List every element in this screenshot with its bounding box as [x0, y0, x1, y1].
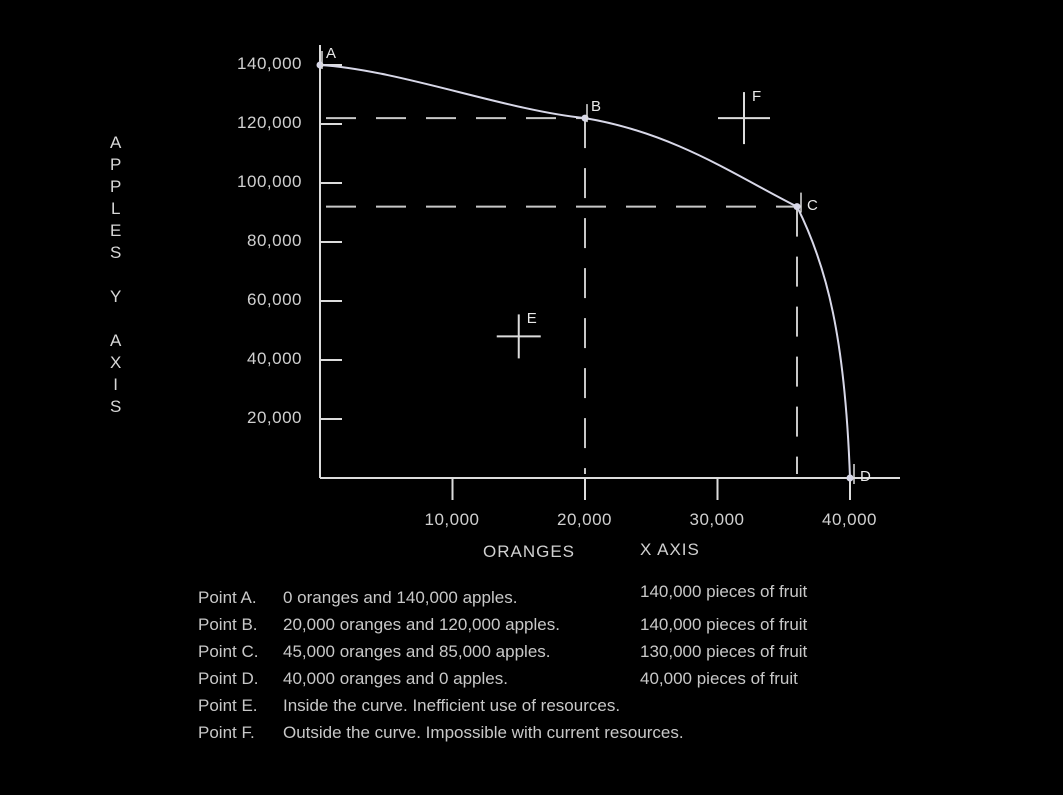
point-label-F: F [752, 88, 761, 105]
y-tick-label: 120,000 [237, 113, 302, 133]
desc-row: Point E.Inside the curve. Inefficient us… [198, 696, 620, 716]
x-tick-label: 10,000 [425, 510, 480, 530]
x-axis-title-oranges: ORANGES [483, 542, 575, 562]
desc-total: 140,000 pieces of fruit [640, 582, 807, 602]
y-tick-label: 100,000 [237, 172, 302, 192]
desc-row: Point C.45,000 oranges and 85,000 apples… [198, 642, 551, 662]
point-label-D: D [860, 468, 871, 485]
point-label-A: A [326, 45, 336, 62]
point-label-B: B [591, 98, 601, 115]
curve-point [794, 203, 801, 210]
x-tick-label: 40,000 [822, 510, 877, 530]
point-label-E: E [527, 310, 537, 327]
desc-text: 20,000 oranges and 120,000 apples. [283, 615, 560, 635]
x-tick-label: 30,000 [690, 510, 745, 530]
desc-row: Point A.0 oranges and 140,000 apples. [198, 588, 517, 608]
y-tick-label: 60,000 [247, 290, 302, 310]
desc-label: Point D. [198, 669, 283, 689]
desc-total: 40,000 pieces of fruit [640, 669, 798, 689]
point-label-C: C [807, 197, 818, 214]
x-axis-title-xaxis: X AXIS [640, 540, 700, 560]
desc-label: Point A. [198, 588, 283, 608]
desc-label: Point B. [198, 615, 283, 635]
desc-label: Point E. [198, 696, 283, 716]
ppf-chart [0, 0, 1063, 795]
desc-row: Point F.Outside the curve. Impossible wi… [198, 723, 684, 743]
desc-label: Point F. [198, 723, 283, 743]
desc-label: Point C. [198, 642, 283, 662]
desc-row: Point B.20,000 oranges and 120,000 apple… [198, 615, 560, 635]
y-tick-label: 20,000 [247, 408, 302, 428]
desc-total: 140,000 pieces of fruit [640, 615, 807, 635]
desc-row: Point D.40,000 oranges and 0 apples. [198, 669, 508, 689]
desc-total: 130,000 pieces of fruit [640, 642, 807, 662]
y-tick-label: 140,000 [237, 54, 302, 74]
desc-text: Inside the curve. Inefficient use of res… [283, 696, 620, 716]
desc-text: 40,000 oranges and 0 apples. [283, 669, 508, 689]
y-tick-label: 40,000 [247, 349, 302, 369]
y-tick-label: 80,000 [247, 231, 302, 251]
desc-text: 45,000 oranges and 85,000 apples. [283, 642, 551, 662]
curve-point [847, 475, 854, 482]
x-tick-label: 20,000 [557, 510, 612, 530]
desc-text: 0 oranges and 140,000 apples. [283, 588, 517, 608]
desc-text: Outside the curve. Impossible with curre… [283, 723, 684, 743]
